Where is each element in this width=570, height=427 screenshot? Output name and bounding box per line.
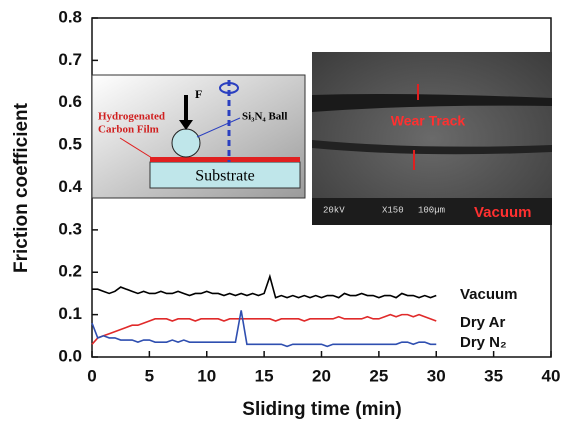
x-axis-title: Sliding time (min) xyxy=(242,399,401,420)
schematic-inset: F Hydrogenated Carbon Film Si₃N₄ Ball Su… xyxy=(91,74,306,199)
label: 20kV xyxy=(323,205,345,215)
x-tick-label: 30 xyxy=(427,366,446,385)
y-axis-title: Friction coefficient xyxy=(11,102,32,273)
label: Wear Track xyxy=(391,113,466,129)
series-label: Vacuum xyxy=(460,286,518,303)
y-tick-label: 0.0 xyxy=(58,346,82,365)
label: Hydrogenated xyxy=(98,111,165,123)
x-tick-label: 15 xyxy=(255,366,274,385)
y-tick-label: 0.6 xyxy=(58,92,82,111)
x-tick-label: 10 xyxy=(197,366,216,385)
series-line xyxy=(91,310,437,348)
label: Si₃N₄ Ball xyxy=(242,111,287,123)
y-tick-label: 0.5 xyxy=(58,135,82,154)
y-tick-label: 0.8 xyxy=(58,7,82,26)
label: F xyxy=(195,87,202,101)
y-tick-label: 0.7 xyxy=(58,50,82,69)
sem-image xyxy=(312,52,552,225)
rotation xyxy=(219,82,239,94)
substrate xyxy=(149,161,301,189)
y-tick-label: 0.3 xyxy=(58,219,82,238)
sem-inset: Wear Track Vacuum 20kV X150 100µm xyxy=(312,52,552,225)
y-tick-label: 0.2 xyxy=(58,262,82,281)
label: Substrate xyxy=(195,168,255,185)
pointer xyxy=(196,117,241,138)
ball xyxy=(171,128,201,158)
track-edge xyxy=(312,94,552,112)
y-tick-label: 0.4 xyxy=(58,177,82,196)
x-tick-label: 40 xyxy=(542,366,561,385)
x-tick-label: 35 xyxy=(484,366,503,385)
label: X150 xyxy=(382,205,404,215)
label: 100µm xyxy=(418,205,445,215)
y-tick-label: 0.1 xyxy=(58,304,82,323)
series-label: Dry Ar xyxy=(460,314,505,331)
series-line xyxy=(91,313,437,345)
label: Vacuum xyxy=(474,204,532,221)
pointer xyxy=(119,137,153,159)
carbon-film xyxy=(150,157,300,162)
sem-footer xyxy=(312,198,552,225)
plot-area: 0 5 10 15 20 25 30 35 40 0.0 0.1 0.2 0.3 0.4 0.5 0.6 0.7… xyxy=(58,7,560,385)
x-tick-label: 25 xyxy=(369,366,388,385)
series-label: Dry N₂ xyxy=(460,334,507,351)
x-tick-label: 20 xyxy=(312,366,331,385)
label: Carbon Film xyxy=(98,124,159,136)
x-tick-label: 0 xyxy=(87,366,96,385)
series-line xyxy=(92,273,437,299)
x-tick-label: 5 xyxy=(145,366,154,385)
track-edge xyxy=(312,140,552,155)
arrowhead xyxy=(179,120,193,130)
